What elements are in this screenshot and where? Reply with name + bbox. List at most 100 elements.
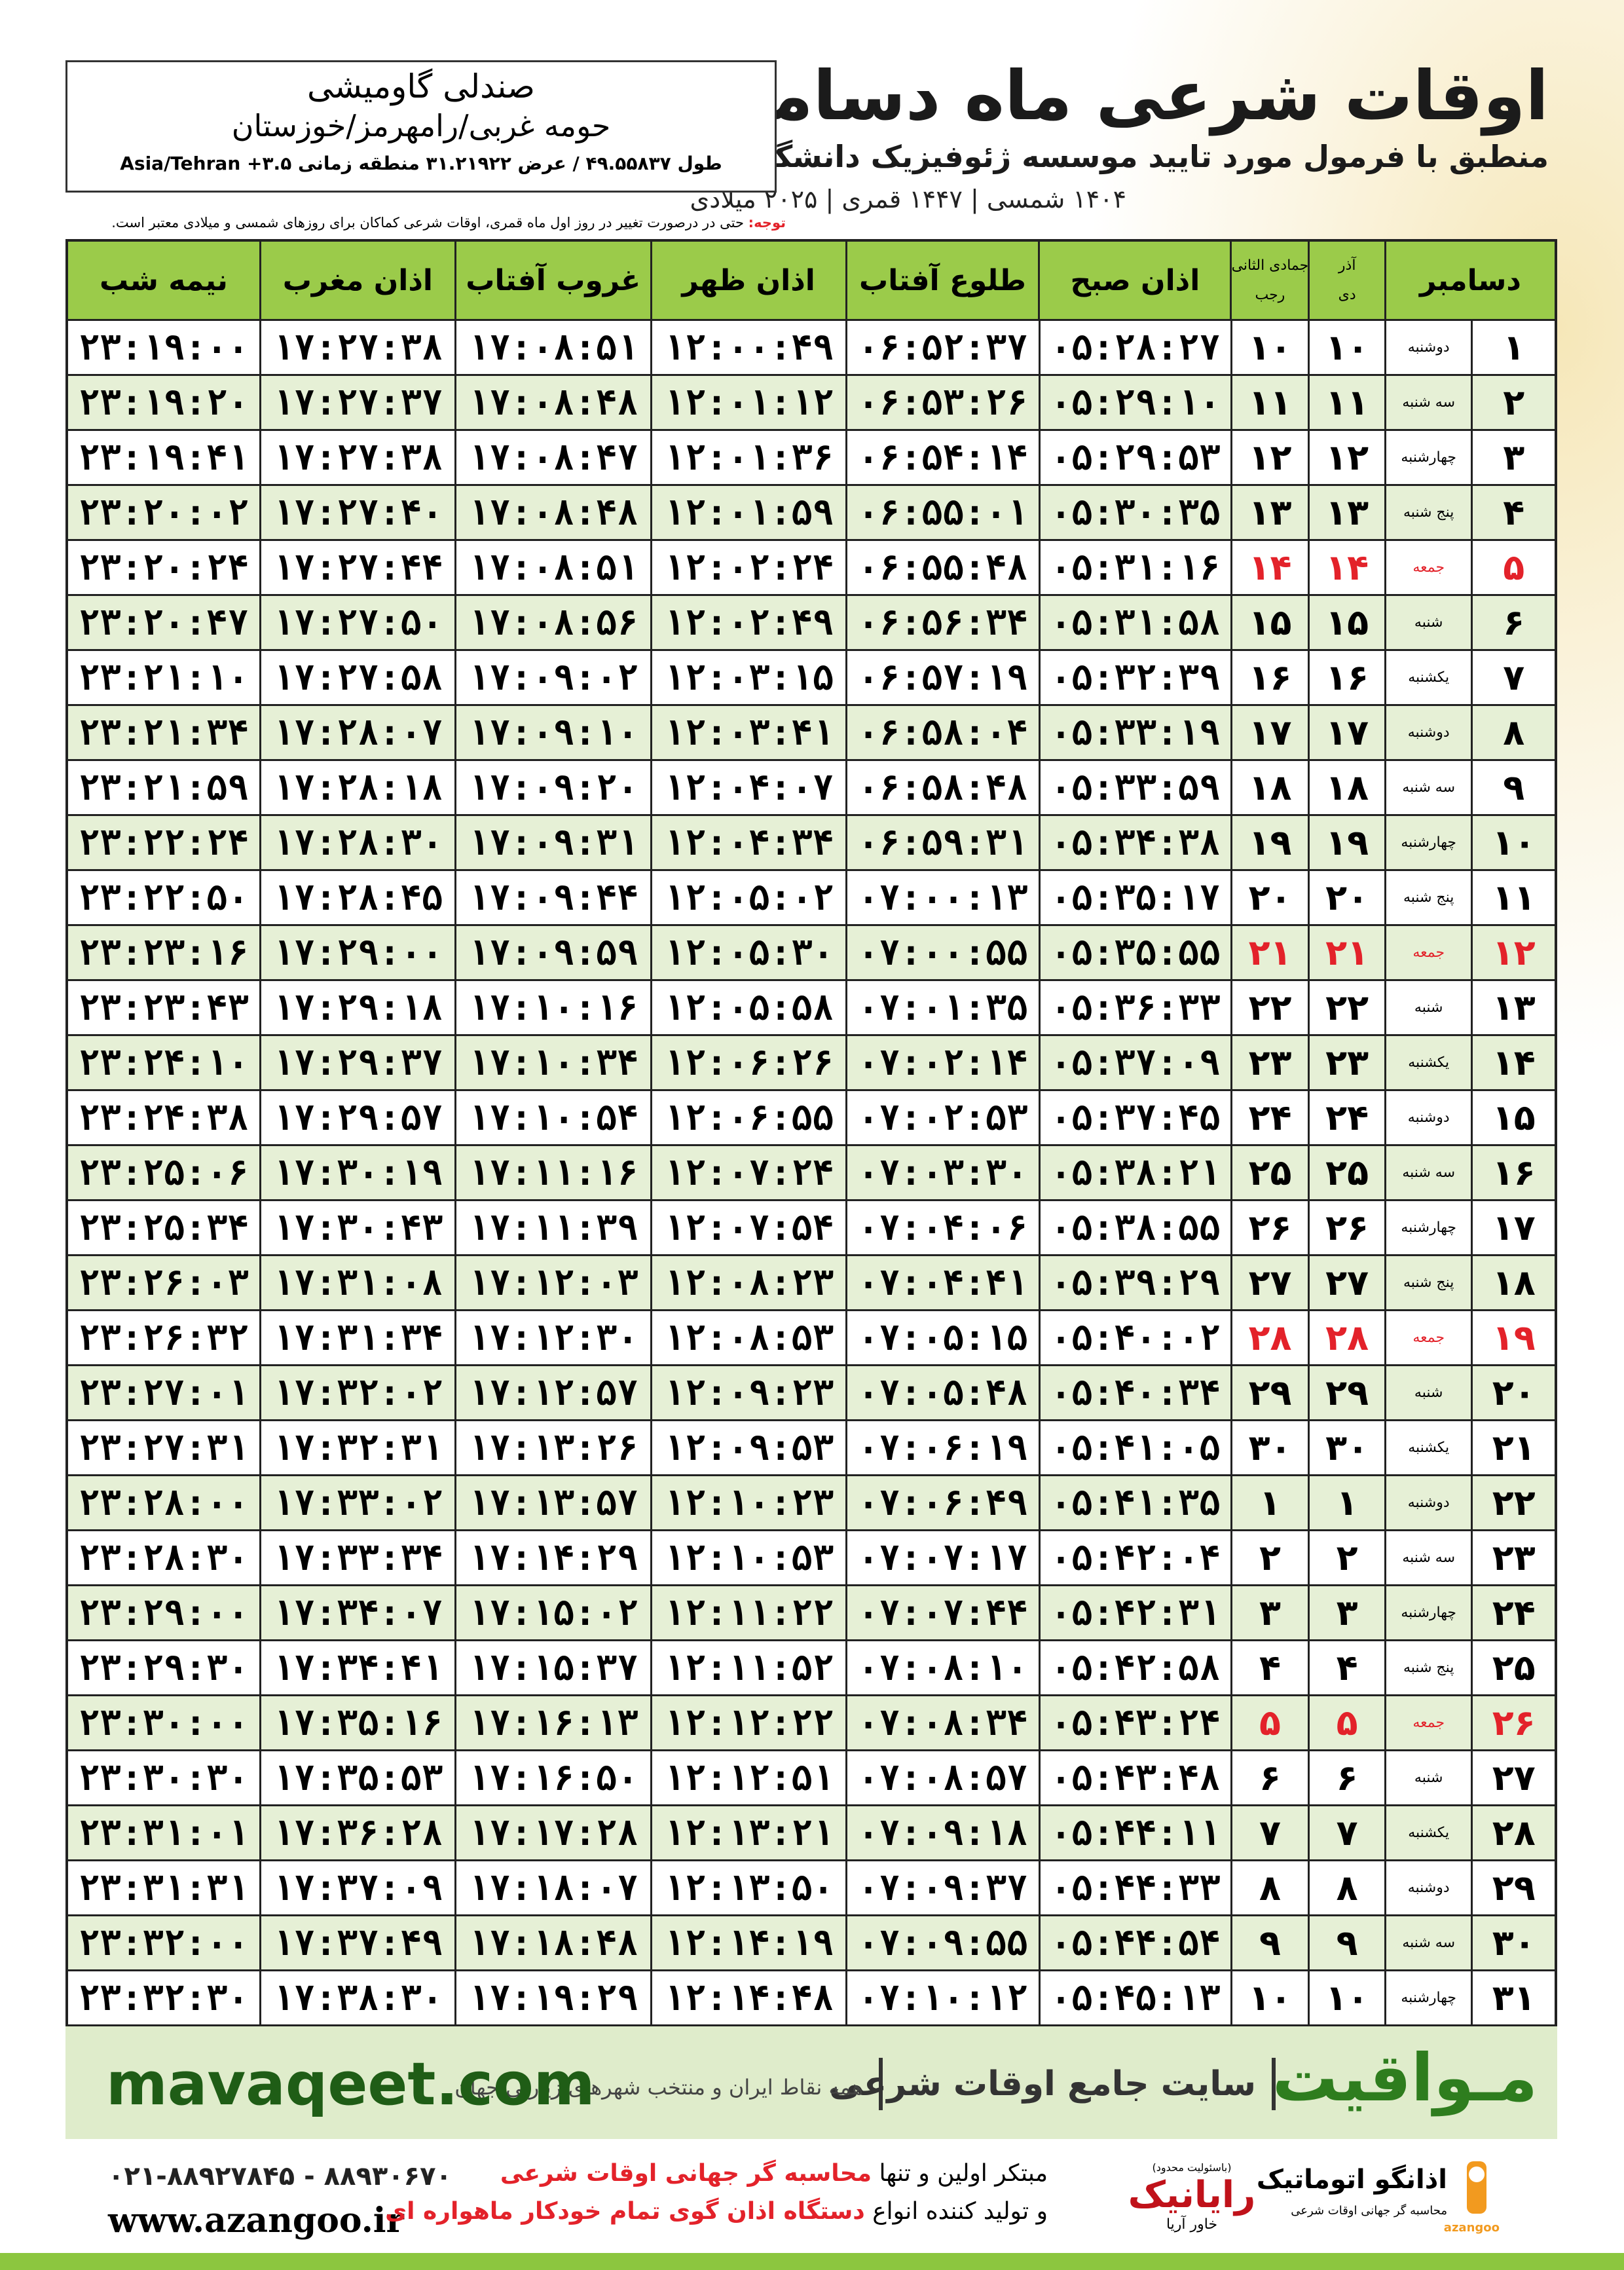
time-cell: ۱۲:۱۱:۲۲ xyxy=(650,1586,845,1639)
time-cell: ۰۵:۳۳:۵۹ xyxy=(1038,761,1230,814)
time-cell: ۱۲:۰۱:۱۲ xyxy=(650,376,845,429)
time-cell: ۲۳:۲۳:۴۳ xyxy=(78,987,249,1028)
time-cell: ۱۷:۰۸:۵۱ xyxy=(454,321,650,374)
day-cell: ۱۹ xyxy=(1308,816,1384,869)
time-cell: ۱۲:۰۱:۳۶ xyxy=(650,431,845,484)
time-cell: ۲۳:۲۷:۰۱ xyxy=(78,1372,249,1413)
footer-text: و تولید کننده انواع xyxy=(872,2198,1048,2225)
weekday: شنبه xyxy=(1384,981,1471,1034)
time-cell: ۱۷:۱۵:۰۲ xyxy=(454,1586,650,1639)
table-row: ۳۰ سه شنبه ۹ ۹ ۰۵:۴۴:۵۴ ۰۷:۰۹:۵۵ ۱۲:۱۴:۱۹ ۱۷:۱۸… xyxy=(68,1914,1555,1969)
weekday: دوشنبه xyxy=(1384,1476,1471,1529)
day-cell: ۳ xyxy=(1308,1586,1384,1639)
day-cell: ۱۱ xyxy=(1230,376,1308,429)
time-cell: ۲۳:۳۰:۰۰ xyxy=(78,1702,249,1743)
day-cell: ۱ xyxy=(1230,1476,1308,1529)
time-cell: ۲۳:۲۳:۱۶ xyxy=(78,932,249,973)
time-cell: ۲۳:۲۸:۰۰ xyxy=(78,1482,249,1523)
day-cell: ۵ xyxy=(1471,541,1555,594)
time-cell: ۰۵:۴۲:۳۱ xyxy=(1038,1586,1230,1639)
time-cell: ۰۷:۰۶:۱۹ xyxy=(845,1421,1039,1474)
time-cell: ۱۷:۳۱:۳۴ xyxy=(259,1311,454,1364)
weekday: جمعه xyxy=(1384,1311,1471,1364)
time-cell: ۰۷:۰۰:۱۳ xyxy=(845,871,1039,924)
time-cell: ۲۳:۱۹:۰۰ xyxy=(78,327,249,368)
website[interactable]: www.azangoo.ir xyxy=(108,2201,404,2241)
time-cell: ۱۷:۲۹:۱۸ xyxy=(259,981,454,1034)
time-cell: ۲۳:۱۹:۴۱ xyxy=(78,437,249,478)
location-box: صندلی گاومیشی حومه غربی/رامهرمز/خوزستان … xyxy=(65,60,777,193)
day-cell: ۲۶ xyxy=(1230,1201,1308,1254)
time-cell: ۰۵:۳۰:۳۵ xyxy=(1038,486,1230,539)
time-cell: ۱۷:۰۸:۵۱ xyxy=(454,541,650,594)
time-cell: ۰۵:۳۸:۲۱ xyxy=(1038,1146,1230,1199)
time-cell: ۱۷:۳۴:۰۷ xyxy=(259,1586,454,1639)
day-cell: ۲۵ xyxy=(1230,1146,1308,1199)
time-cell: ۰۷:۰۴:۰۶ xyxy=(845,1201,1039,1254)
time-cell: ۲۳:۲۷:۳۱ xyxy=(78,1427,249,1468)
table-row: ۲۵ پنج شنبه ۴ ۴ ۰۵:۴۲:۵۸ ۰۷:۰۸:۱۰ ۱۲:۱۱:۵۲ ۱۷:۱… xyxy=(68,1639,1555,1694)
day-cell: ۹ xyxy=(1308,1916,1384,1969)
time-cell: ۰۷:۰۸:۵۷ xyxy=(845,1751,1039,1804)
day-cell: ۶ xyxy=(1471,596,1555,649)
time-cell: ۱۷:۲۹:۵۷ xyxy=(259,1091,454,1144)
weekday: چهارشنبه xyxy=(1384,431,1471,484)
time-cell: ۱۲:۰۹:۵۳ xyxy=(650,1421,845,1474)
date-line: ۱۴۰۴ شمسی | ۱۴۴۷ قمری | ۲۰۲۵ میلادی xyxy=(690,185,1126,214)
weekday: جمعه xyxy=(1384,926,1471,979)
day-cell: ۱۹ xyxy=(1230,816,1308,869)
time-cell: ۱۷:۱۰:۳۴ xyxy=(454,1036,650,1089)
day-cell: ۴ xyxy=(1230,1641,1308,1694)
time-cell: ۲۳:۳۰:۳۰ xyxy=(78,1757,249,1798)
time-cell: ۱۷:۱۱:۳۹ xyxy=(454,1201,650,1254)
time-cell: ۱۲:۰۰:۴۹ xyxy=(650,321,845,374)
day-cell: ۹ xyxy=(1230,1916,1308,1969)
time-cell: ۱۲:۰۴:۳۴ xyxy=(650,816,845,869)
time-cell: ۰۵:۳۶:۳۳ xyxy=(1038,981,1230,1034)
time-cell: ۰۷:۱۰:۱۲ xyxy=(845,1971,1039,2024)
url[interactable]: mavaqeet.com xyxy=(106,2050,595,2119)
day-cell: ۲۷ xyxy=(1308,1256,1384,1309)
day-cell: ۲۵ xyxy=(1308,1146,1384,1199)
table-row: ۲۶ جمعه ۵ ۵ ۰۵:۴۳:۲۴ ۰۷:۰۸:۳۴ ۱۲:۱۲:۲۲ ۱۷:۱۶:۱۳… xyxy=(68,1694,1555,1749)
day-cell: ۱۸ xyxy=(1471,1256,1555,1309)
time-cell: ۰۷:۰۲:۱۴ xyxy=(845,1036,1039,1089)
day-cell: ۷ xyxy=(1471,651,1555,704)
time-cell: ۱۷:۰۸:۴۷ xyxy=(454,431,650,484)
bottom-bar xyxy=(0,2253,1624,2270)
day-cell: ۱۰ xyxy=(1230,321,1308,374)
day-cell: ۳۰ xyxy=(1230,1421,1308,1474)
time-cell: ۱۷:۲۷:۵۸ xyxy=(259,651,454,704)
time-cell: ۱۷:۳۲:۰۲ xyxy=(259,1366,454,1419)
weekday: یکشنبه xyxy=(1384,1806,1471,1859)
time-cell: ۱۷:۳۳:۳۴ xyxy=(259,1531,454,1584)
day-cell: ۲۸ xyxy=(1471,1806,1555,1859)
table-row: ۳۱ چهارشنبه ۱۰ ۱۰ ۰۵:۴۵:۱۳ ۰۷:۱۰:۱۲ ۱۲:۱۴:۴۸ ۱۷… xyxy=(68,1969,1555,2024)
time-cell: ۰۷:۰۲:۵۳ xyxy=(845,1091,1039,1144)
location-name: صندلی گاومیشی xyxy=(307,67,535,105)
header-cell: نیمه شب xyxy=(100,263,228,297)
table-row: ۳ چهارشنبه ۱۲ ۱۲ ۰۵:۲۹:۵۳ ۰۶:۵۴:۱۴ ۱۲:۰۱:۳۶ ۱۷:… xyxy=(68,429,1555,484)
day-cell: ۱۸ xyxy=(1308,761,1384,814)
time-cell: ۰۵:۳۸:۵۵ xyxy=(1038,1201,1230,1254)
table-row: ۲۹ دوشنبه ۸ ۸ ۰۵:۴۴:۳۳ ۰۷:۰۹:۳۷ ۱۲:۱۳:۵۰ ۱۷:۱۸:… xyxy=(68,1859,1555,1914)
time-cell: ۲۳:۱۹:۲۰ xyxy=(78,382,249,423)
time-cell: ۰۵:۴۲:۵۸ xyxy=(1038,1641,1230,1694)
table-row: ۲۸ یکشنبه ۷ ۷ ۰۵:۴۴:۱۱ ۰۷:۰۹:۱۸ ۱۲:۱۳:۲۱ ۱۷:۱۷:… xyxy=(68,1804,1555,1859)
time-cell: ۱۷:۱۴:۲۹ xyxy=(454,1531,650,1584)
time-cell: ۱۲:۰۷:۲۴ xyxy=(650,1146,845,1199)
table-row: ۱۴ یکشنبه ۲۳ ۲۳ ۰۵:۳۷:۰۹ ۰۷:۰۲:۱۴ ۱۲:۰۶:۲۶ ۱۷:۱… xyxy=(68,1034,1555,1089)
day-cell: ۲۲ xyxy=(1308,981,1384,1034)
time-cell: ۰۷:۰۳:۳۰ xyxy=(845,1146,1039,1199)
weekday: سه شنبه xyxy=(1384,1916,1471,1969)
header-cell: آذر دی xyxy=(1308,242,1384,319)
time-cell: ۱۲:۰۶:۲۶ xyxy=(650,1036,845,1089)
day-cell: ۱۵ xyxy=(1230,596,1308,649)
time-cell: ۱۲:۱۳:۲۱ xyxy=(650,1806,845,1859)
weekday: چهارشنبه xyxy=(1384,1971,1471,2024)
day-cell: ۱۷ xyxy=(1230,706,1308,759)
time-cell: ۱۷:۳۱:۰۸ xyxy=(259,1256,454,1309)
time-cell: ۰۵:۳۳:۱۹ xyxy=(1038,706,1230,759)
